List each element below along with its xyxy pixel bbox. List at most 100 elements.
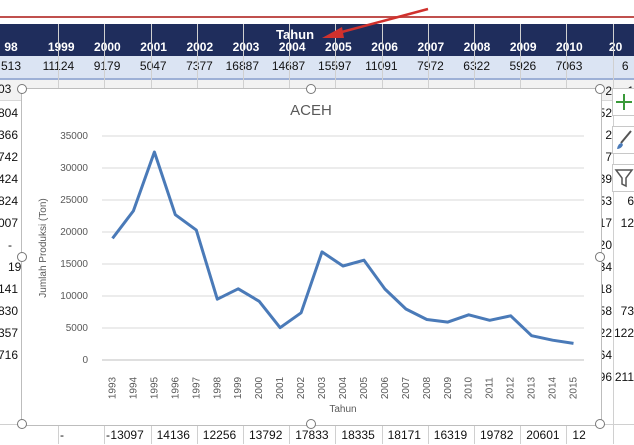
cell[interactable]: 716 [0, 348, 19, 362]
cell[interactable]: 804 [0, 106, 19, 120]
cell[interactable]: 03 [0, 82, 12, 96]
cell[interactable]: 73 [620, 304, 634, 318]
x-tick-labels: 1993 1994 1995 1996 1997 1998 1999 2000 2001 2002… [107, 376, 579, 399]
cell[interactable]: 7377 [186, 59, 213, 73]
x-tick-label: 2013 [527, 376, 538, 399]
cell[interactable]: 12 [572, 428, 586, 442]
cell[interactable]: 7 [605, 150, 612, 164]
x-tick-label: 1997 [191, 376, 202, 399]
cell[interactable]: 6 [621, 59, 629, 73]
year-header[interactable]: 2010 [556, 40, 583, 54]
cell[interactable]: 211 [614, 370, 634, 384]
cell[interactable]: - [60, 428, 64, 442]
year-header[interactable]: 2002 [186, 40, 214, 54]
x-tick-label: 2006 [380, 376, 391, 399]
cell[interactable]: 2 [605, 128, 612, 142]
cell[interactable]: 14687 [265, 59, 305, 73]
cell[interactable]: 20601 [526, 428, 560, 442]
cell[interactable]: 19 [8, 260, 22, 274]
year-header[interactable]: 2009 [509, 40, 537, 54]
resize-handle[interactable] [17, 419, 27, 429]
cell[interactable]: 15597 [311, 59, 351, 73]
resize-handle[interactable] [306, 84, 316, 94]
cell[interactable]: 16887 [219, 59, 259, 73]
cell[interactable]: 9179 [93, 59, 121, 73]
year-header[interactable]: 2003 [232, 40, 260, 54]
cell[interactable]: 18171 [387, 428, 421, 442]
x-axis-label: Tahun [329, 404, 356, 415]
year-header[interactable]: 2007 [417, 40, 445, 54]
x-tick-label: 2004 [338, 376, 349, 399]
year-header[interactable]: 2008 [463, 40, 491, 54]
chart-object[interactable]: ACEH 0 5000 10000 15000 20000 25000 30000 35000… [21, 88, 602, 426]
table-row: 513 11124 9179 5047 7377 16887 14687 15597 11091… [0, 56, 634, 80]
year-header[interactable]: 98 [4, 40, 18, 54]
cell[interactable]: 14136 [156, 428, 190, 442]
y-tick-label: 30000 [60, 163, 88, 174]
x-tick-label: 2001 [275, 376, 286, 399]
cell[interactable]: 6322 [463, 59, 490, 73]
cell[interactable]: 6 [627, 194, 634, 208]
resize-handle[interactable] [17, 84, 27, 94]
cell[interactable]: 12 [620, 216, 634, 230]
cell[interactable]: 19782 [480, 428, 514, 442]
x-tick-label: 2015 [569, 376, 580, 399]
x-tick-label: 1994 [128, 376, 139, 399]
gridlines [102, 135, 584, 361]
x-tick-label: 2000 [254, 376, 265, 399]
cell[interactable]: 141 [0, 282, 19, 296]
year-header[interactable]: 2006 [371, 40, 398, 54]
cell[interactable]: 17833 [295, 428, 329, 442]
brush-icon [617, 130, 632, 149]
chart-elements-button[interactable] [612, 88, 634, 116]
cell[interactable]: 424 [0, 172, 19, 186]
cell[interactable]: 513 [0, 59, 21, 73]
cell[interactable]: 122 [613, 326, 634, 340]
cell[interactable]: 742 [0, 150, 19, 164]
cell[interactable]: - [106, 428, 110, 442]
table-header: Tahun 98 1999 2000 2001 2002 2003 2004 2005 2006… [0, 24, 634, 56]
cell[interactable]: 13097 [110, 428, 144, 442]
cell[interactable]: 2 [605, 84, 612, 98]
filter-icon [614, 169, 634, 188]
resize-handle[interactable] [595, 419, 605, 429]
cell[interactable]: 18335 [341, 428, 375, 442]
year-header[interactable]: 2001 [140, 40, 167, 54]
cell[interactable]: 824 [0, 194, 19, 208]
cell[interactable]: 5926 [509, 59, 537, 73]
resize-handle[interactable] [595, 252, 605, 262]
cell[interactable]: 13792 [249, 428, 283, 442]
resize-handle[interactable] [306, 419, 316, 429]
series-line [111, 150, 574, 345]
cell[interactable]: 16319 [433, 428, 468, 442]
y-tick-label: 0 [82, 355, 88, 366]
cell[interactable]: 007 [0, 216, 19, 230]
year-header[interactable]: 1999 [47, 40, 75, 54]
resize-handle[interactable] [595, 84, 605, 94]
year-header[interactable]: 2000 [94, 40, 121, 54]
arrow-head [322, 27, 344, 38]
chart-styles-button[interactable] [612, 126, 634, 154]
year-header[interactable]: 20 [608, 40, 623, 54]
cell[interactable]: 5047 [139, 59, 167, 73]
chart-filters-button[interactable] [612, 164, 634, 192]
cell[interactable]: 11091 [358, 59, 397, 73]
x-tick-label: 2011 [485, 377, 496, 399]
cell[interactable]: 12256 [202, 428, 237, 442]
cell[interactable]: 357 [0, 326, 19, 340]
cell[interactable]: 11124 [34, 59, 75, 73]
cell[interactable]: 7972 [417, 59, 444, 73]
cell[interactable]: - [8, 238, 12, 252]
y-tick-label: 35000 [60, 131, 88, 142]
x-tick-label: 1998 [212, 376, 223, 399]
cell[interactable]: 366 [0, 128, 19, 142]
year-header[interactable]: 2004 [278, 40, 306, 54]
x-tick-label: 2005 [359, 376, 370, 399]
cell[interactable]: 830 [0, 304, 19, 318]
x-tick-label: 2003 [317, 376, 328, 399]
plus-icon [616, 94, 632, 110]
cell[interactable]: 7063 [555, 59, 583, 73]
year-header[interactable]: 2005 [325, 40, 352, 54]
resize-handle[interactable] [17, 252, 27, 262]
x-tick-label: 2014 [548, 376, 559, 399]
